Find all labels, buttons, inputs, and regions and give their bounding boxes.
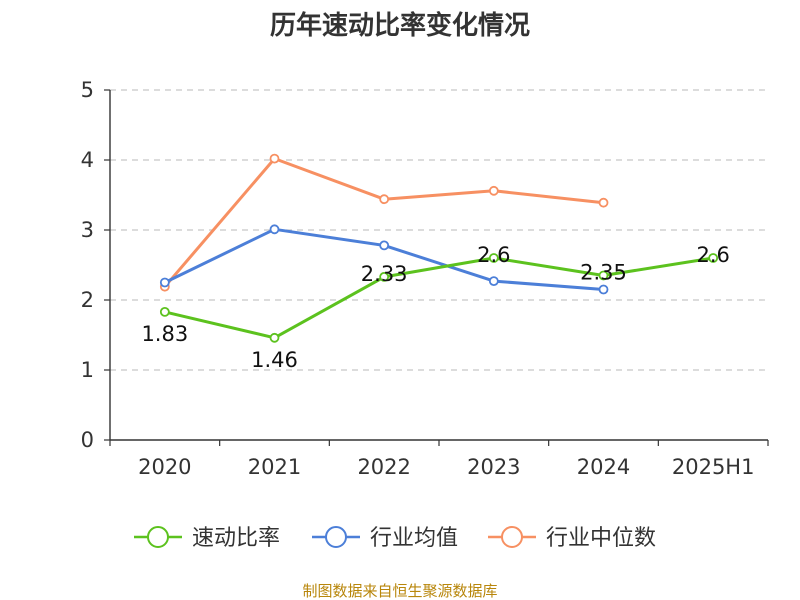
grid-lines [110,89,768,371]
legend-label: 行业中位数 [546,526,656,551]
y-tick-label: 2 [81,288,94,312]
y-tick-label: 4 [81,148,94,172]
data-label: 2.33 [361,262,408,286]
axes: 0 1 2 3 4 5 2020 2021 2022 2023 2024 2025H1 [81,78,769,479]
y-tick-label: 1 [81,358,94,382]
x-tick-label: 2024 [577,455,630,479]
data-point [269,332,280,343]
data-labels: 1.83 1.46 2.33 2.6 2.35 2.6 [141,243,729,372]
x-tick-label: 2023 [467,455,520,479]
series-line [164,256,714,340]
data-point [269,224,280,235]
data-point [379,271,390,282]
data-point [598,284,609,295]
legend-label: 速动比率 [192,526,280,551]
data-point [488,276,499,287]
x-tick-label: 2022 [357,455,410,479]
data-point [598,270,609,281]
data-point [598,197,609,208]
series-lines [163,157,714,340]
legend-marker [147,526,169,548]
data-point [708,253,719,263]
y-tick-label: 3 [81,218,94,242]
data-label: 1.46 [251,348,298,372]
legend: 速动比率 行业均值 行业中位数 [134,526,656,551]
data-point [269,153,280,164]
data-point [488,185,499,196]
x-tick-label: 2020 [138,455,191,479]
x-tick-label: 2025H1 [672,455,755,479]
data-label: 2.6 [477,243,510,267]
data-points [159,153,719,343]
legend-label: 行业均值 [370,526,458,551]
data-label: 1.83 [141,322,188,346]
source-note: 制图数据来自恒生聚源数据库 [302,582,497,600]
y-tick-label: 0 [81,428,94,452]
data-point [159,306,170,317]
data-label: 2.35 [580,261,627,285]
data-point [488,253,499,263]
legend-marker [325,526,347,548]
y-tick-label: 5 [81,78,94,102]
legend-marker [501,526,523,548]
data-point [159,277,170,288]
data-point [379,240,390,251]
x-tick-label: 2021 [248,455,301,479]
chart-title: 历年速动比率变化情况 [270,10,530,41]
data-label: 2.6 [696,243,729,267]
data-point [379,194,390,205]
